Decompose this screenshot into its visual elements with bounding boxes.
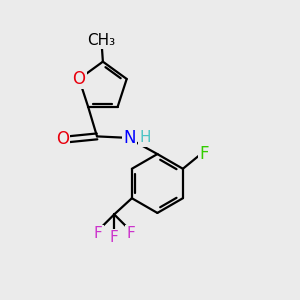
Text: F: F <box>200 145 209 163</box>
Text: F: F <box>94 226 102 241</box>
Text: CH₃: CH₃ <box>87 33 116 48</box>
Text: H: H <box>139 130 151 146</box>
Text: N: N <box>123 129 136 147</box>
Text: F: F <box>110 230 118 245</box>
Text: O: O <box>73 70 85 88</box>
Text: F: F <box>126 226 135 241</box>
Text: O: O <box>56 130 69 148</box>
